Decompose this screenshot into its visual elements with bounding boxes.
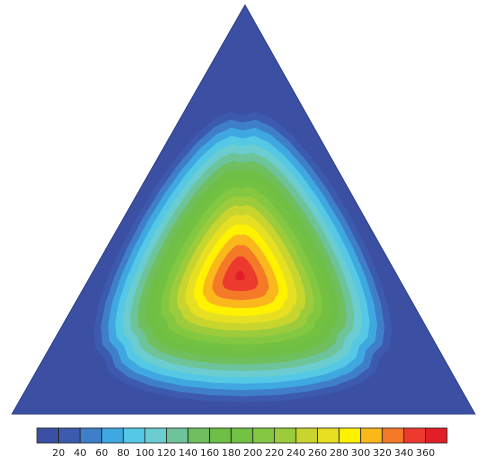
colorbar-swatch-300 [338, 427, 362, 444]
colorbar-swatch-380 [425, 427, 448, 444]
colorbar-tick-label: 220 [265, 448, 284, 459]
colorbar-swatch-140 [166, 427, 189, 444]
contour-field [12, 5, 475, 414]
colorbar-swatch-100 [122, 427, 146, 444]
colorbar-tick-label: 100 [135, 448, 154, 459]
colorbar-swatch-200 [230, 427, 254, 444]
colorbar-swatch-180 [209, 427, 232, 444]
colorbar-swatch-320 [360, 427, 383, 444]
triangle-outline [11, 3, 476, 415]
colorbar-tick-label: 240 [286, 448, 305, 459]
colorbar-swatch-360 [403, 427, 426, 444]
colorbar-tick-label: 280 [330, 448, 349, 459]
colorbar-tick-label: 20 [52, 448, 65, 459]
colorbar-swatch-20 [36, 427, 59, 444]
colorbar-tick-label: 180 [222, 448, 241, 459]
colorbar-tick-label: 80 [117, 448, 130, 459]
colorbar-tick-label: 40 [74, 448, 87, 459]
colorbar-swatch-80 [101, 427, 124, 444]
colorbar-tick-label: 200 [243, 448, 262, 459]
colorbar-tick-label: 120 [157, 448, 176, 459]
colorbar-swatch-40 [58, 427, 81, 444]
colorbar-tick-label: 300 [351, 448, 370, 459]
colorbar-tick-label: 340 [394, 448, 413, 459]
colorbar-swatch-60 [79, 427, 103, 444]
colorbar-swatch-280 [317, 427, 340, 444]
colorbar-tick-label: 320 [373, 448, 392, 459]
colorbar-swatch-340 [381, 427, 405, 444]
colorbar-swatch-220 [252, 427, 275, 444]
contour-level-380 [235, 270, 245, 281]
colorbar-swatch-120 [144, 427, 167, 444]
colorbar-tick-label: 140 [179, 448, 198, 459]
colorbar-tick-label: 60 [95, 448, 108, 459]
colorbar-tick-label: 260 [308, 448, 327, 459]
colorbar-swatch-260 [295, 427, 318, 444]
colorbar-ticks: 20 40 60 80 100 120 140 160 180 200 220 240 260 280 30… [52, 448, 435, 459]
colorbar-tick-label: 160 [200, 448, 219, 459]
colorbar [36, 427, 448, 444]
colorbar-swatch-160 [187, 427, 211, 444]
colorbar-tick-label: 360 [416, 448, 435, 459]
colorbar-swatch-240 [273, 427, 297, 444]
